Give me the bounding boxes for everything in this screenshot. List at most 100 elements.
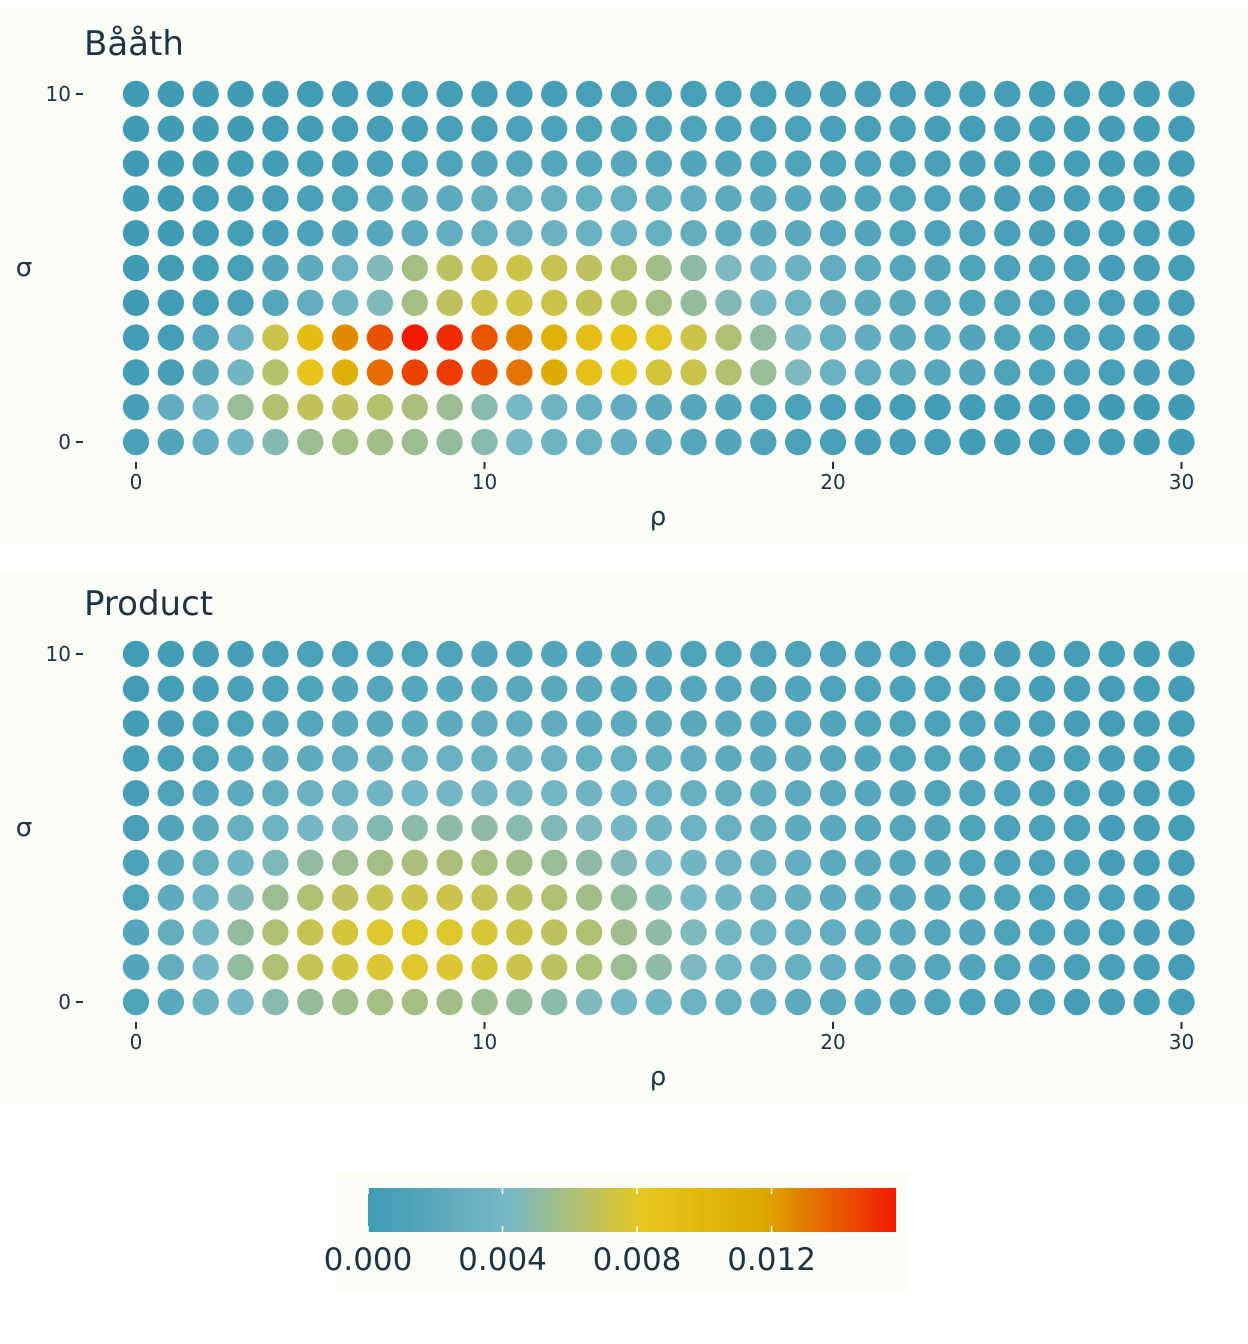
data-point bbox=[401, 640, 428, 668]
data-point bbox=[1168, 394, 1195, 421]
data-point bbox=[1028, 324, 1056, 351]
data-point bbox=[645, 919, 672, 946]
data-point bbox=[262, 988, 289, 1016]
data-point bbox=[924, 884, 951, 911]
data-point bbox=[436, 80, 463, 108]
data-point bbox=[366, 115, 394, 142]
data-point bbox=[854, 150, 882, 177]
data-point bbox=[1098, 324, 1126, 351]
data-point bbox=[192, 428, 219, 456]
data-point bbox=[331, 324, 359, 351]
data-point bbox=[784, 780, 812, 807]
data-point bbox=[680, 988, 707, 1016]
data-point bbox=[331, 115, 359, 142]
data-point bbox=[750, 710, 777, 737]
data-point bbox=[262, 324, 289, 351]
data-point bbox=[715, 150, 742, 177]
data-point bbox=[157, 780, 185, 807]
data-point bbox=[889, 814, 916, 842]
data-point bbox=[715, 359, 742, 386]
data-point bbox=[680, 780, 707, 807]
x-axis: 0 10 20 30 bbox=[130, 1022, 1194, 1054]
data-point bbox=[122, 919, 150, 946]
data-point bbox=[297, 185, 324, 212]
data-point bbox=[122, 745, 150, 772]
data-point bbox=[715, 884, 742, 911]
data-point bbox=[366, 988, 394, 1016]
data-point bbox=[575, 988, 603, 1016]
data-point bbox=[994, 359, 1021, 386]
data-point bbox=[610, 289, 638, 316]
data-point bbox=[122, 254, 150, 282]
data-point bbox=[1063, 710, 1091, 737]
data-point bbox=[331, 220, 359, 247]
data-point bbox=[750, 884, 777, 911]
data-point bbox=[924, 324, 951, 351]
data-point bbox=[1133, 428, 1160, 456]
data-point bbox=[122, 675, 150, 702]
data-point bbox=[297, 988, 324, 1016]
data-point bbox=[227, 814, 254, 842]
data-point bbox=[610, 150, 638, 177]
data-point bbox=[1098, 780, 1126, 807]
data-point bbox=[994, 919, 1021, 946]
data-point bbox=[1063, 80, 1091, 108]
data-point bbox=[959, 324, 986, 351]
data-point bbox=[854, 428, 882, 456]
data-point bbox=[192, 80, 219, 108]
data-point bbox=[297, 394, 324, 421]
data-point bbox=[994, 185, 1021, 212]
data-point bbox=[750, 115, 777, 142]
data-point bbox=[924, 745, 951, 772]
data-point bbox=[1168, 640, 1195, 668]
data-point bbox=[436, 745, 463, 772]
data-point bbox=[680, 954, 707, 981]
data-point bbox=[575, 185, 603, 212]
data-point bbox=[1028, 919, 1056, 946]
data-point bbox=[297, 919, 324, 946]
data-point bbox=[889, 919, 916, 946]
data-point bbox=[994, 675, 1021, 702]
data-point bbox=[541, 150, 568, 177]
data-point bbox=[1133, 80, 1160, 108]
data-point bbox=[924, 675, 951, 702]
data-point bbox=[1063, 289, 1091, 316]
data-point bbox=[401, 324, 428, 351]
data-point bbox=[889, 394, 916, 421]
data-point bbox=[157, 220, 185, 247]
data-point bbox=[122, 814, 150, 842]
data-point bbox=[645, 745, 672, 772]
data-point bbox=[436, 254, 463, 282]
data-point bbox=[227, 80, 254, 108]
dot-grid bbox=[122, 640, 1195, 1016]
data-point bbox=[575, 884, 603, 911]
data-point bbox=[227, 359, 254, 386]
data-point bbox=[506, 710, 533, 737]
data-point bbox=[889, 359, 916, 386]
data-point bbox=[506, 884, 533, 911]
data-point bbox=[645, 254, 672, 282]
data-point bbox=[819, 884, 847, 911]
data-point bbox=[1063, 884, 1091, 911]
legend-tick-label: 0.004 bbox=[458, 1242, 547, 1278]
data-point bbox=[227, 884, 254, 911]
data-point bbox=[192, 954, 219, 981]
data-point bbox=[784, 954, 812, 981]
data-point bbox=[575, 80, 603, 108]
data-point bbox=[575, 919, 603, 946]
data-point bbox=[1168, 289, 1195, 316]
data-point bbox=[645, 954, 672, 981]
data-point bbox=[1098, 954, 1126, 981]
data-point bbox=[122, 359, 150, 386]
data-point bbox=[471, 814, 498, 842]
data-point bbox=[297, 675, 324, 702]
data-point bbox=[959, 849, 986, 876]
data-point bbox=[819, 988, 847, 1016]
data-point bbox=[297, 849, 324, 876]
data-point bbox=[1028, 359, 1056, 386]
data-point bbox=[192, 745, 219, 772]
data-point bbox=[959, 394, 986, 421]
data-point bbox=[1028, 289, 1056, 316]
data-point bbox=[401, 220, 428, 247]
data-point bbox=[750, 289, 777, 316]
